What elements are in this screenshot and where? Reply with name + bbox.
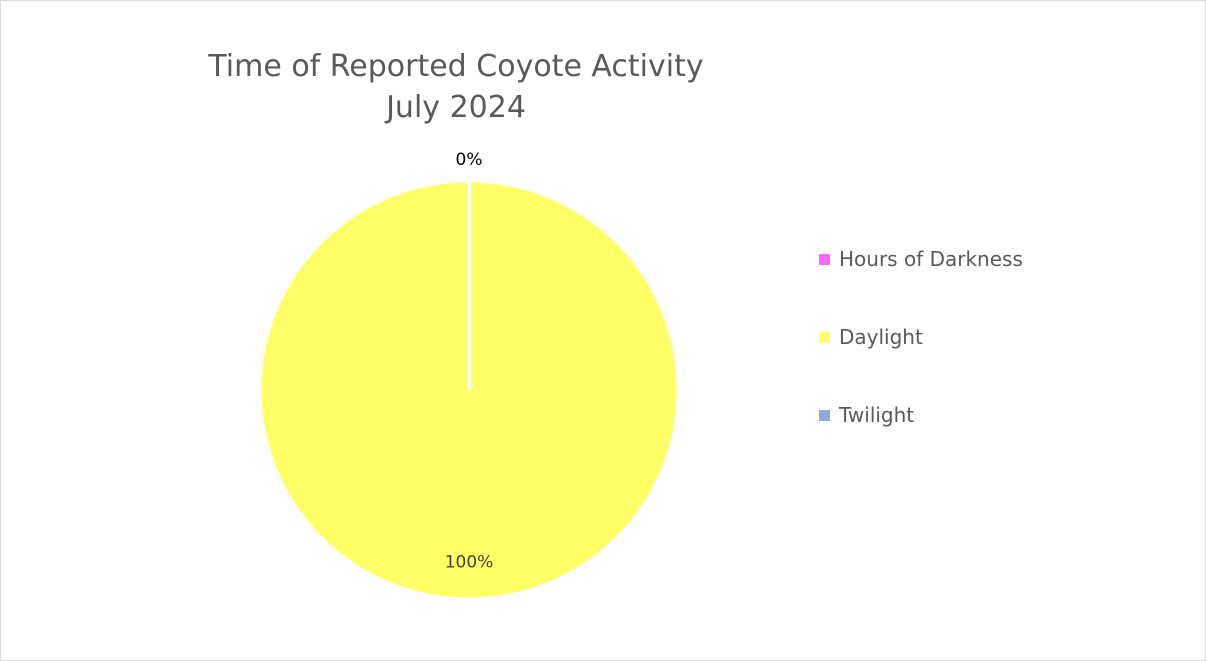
legend-swatch	[819, 410, 830, 421]
legend-label: Twilight	[839, 403, 915, 427]
chart-title: Time of Reported Coyote Activity July 20…	[156, 47, 756, 128]
data-label-daylight: 100%	[445, 553, 494, 573]
legend-label: Hours of Darkness	[839, 247, 1023, 271]
legend-swatch	[819, 332, 830, 343]
pie-data-labels: 0% 100%	[445, 150, 494, 573]
chart-title-line-2: July 2024	[386, 89, 526, 125]
legend-item-twilight: Twilight	[819, 401, 1023, 429]
legend-item-hours-of-darkness: Hours of Darkness	[819, 245, 1023, 273]
pie-slices	[260, 181, 678, 599]
chart-title-line-1: Time of Reported Coyote Activity	[208, 49, 704, 84]
legend-swatch	[819, 254, 830, 265]
chart-legend: Hours of Darkness Daylight Twilight	[819, 245, 1023, 479]
legend-label: Daylight	[839, 325, 923, 349]
legend-item-daylight: Daylight	[819, 323, 1023, 351]
data-label-hours-of-darkness: 0%	[456, 150, 483, 170]
